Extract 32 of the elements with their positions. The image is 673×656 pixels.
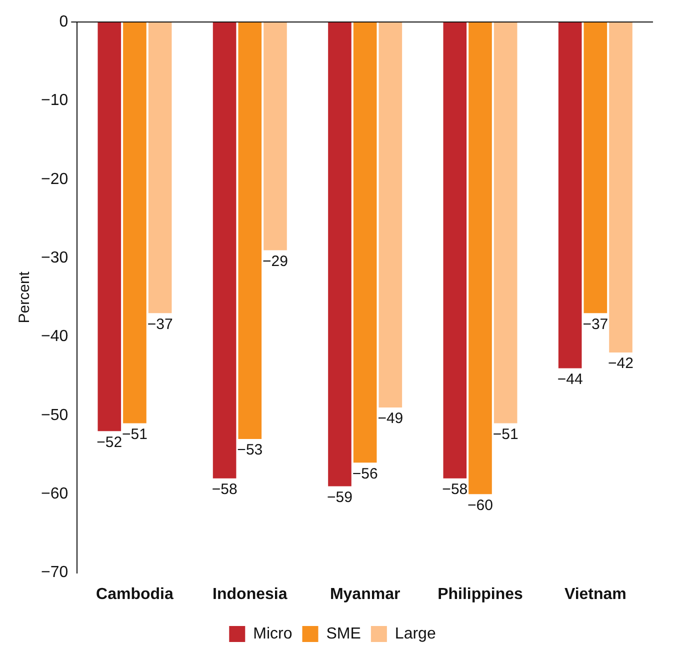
y-tick-label: −40 (41, 328, 68, 346)
y-tick-label: −70 (41, 564, 68, 582)
data-label: −37 (582, 316, 608, 333)
data-label: −49 (378, 410, 404, 428)
y-tick-label: 0 (59, 13, 68, 30)
x-tick-label: Myanmar (330, 586, 400, 603)
data-label: −51 (122, 426, 148, 443)
y-axis-title: Percent (16, 270, 34, 324)
data-label: −37 (147, 316, 173, 333)
data-label: −58 (442, 481, 468, 498)
x-tick-label: Indonesia (212, 586, 288, 603)
data-label: −56 (352, 465, 378, 482)
y-tick-label: −10 (41, 92, 68, 110)
y-tick-label: −30 (41, 249, 68, 266)
data-label: −52 (96, 434, 122, 451)
x-tick-label: Cambodia (96, 586, 174, 603)
legend-label: SME (326, 625, 361, 642)
y-tick-label: −20 (41, 170, 68, 188)
data-label: −59 (327, 488, 352, 506)
legend-label: Micro (253, 625, 292, 642)
data-label: −51 (492, 426, 518, 443)
data-label: −42 (608, 355, 634, 372)
data-label: −29 (262, 252, 288, 270)
y-tick-label: −50 (41, 406, 68, 424)
x-tick-label: Philippines (438, 586, 524, 603)
x-tick-label: Vietnam (564, 586, 626, 603)
legend-label: Large (394, 625, 436, 642)
y-tick-label: −60 (41, 486, 68, 503)
data-label: −44 (557, 370, 583, 388)
data-label: −53 (237, 442, 263, 459)
data-label: −58 (212, 481, 238, 498)
data-label: −60 (468, 496, 493, 514)
